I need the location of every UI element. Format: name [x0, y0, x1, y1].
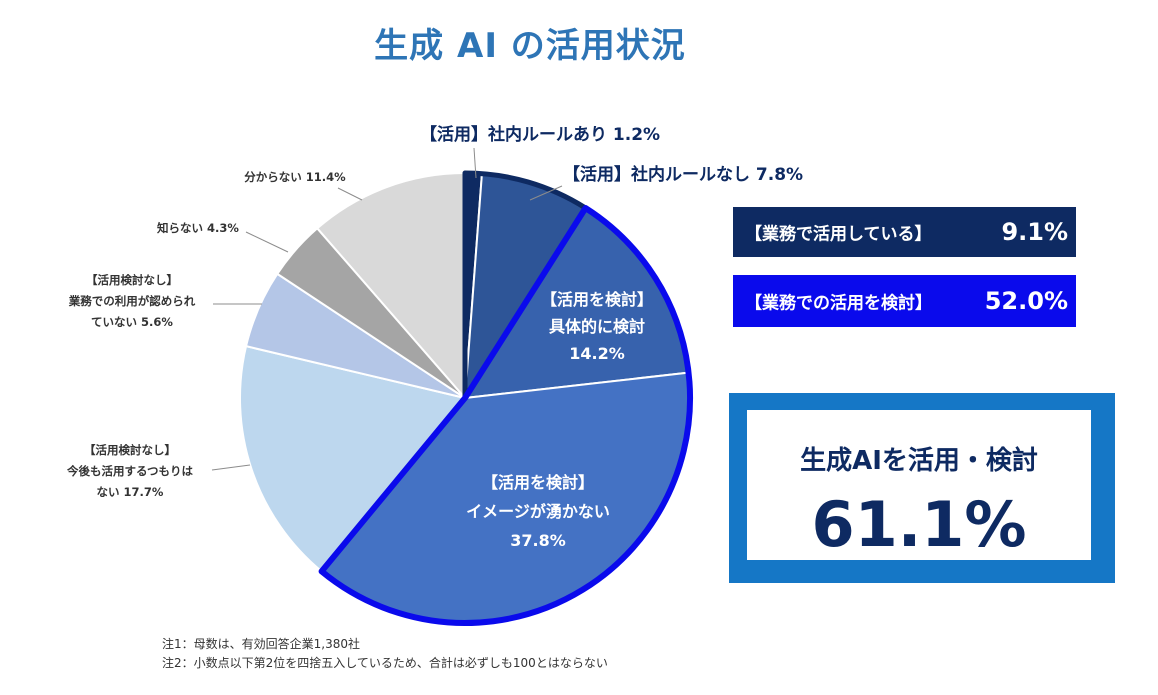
slice-label-3-line-1: イメージが湧かない: [466, 502, 610, 521]
slice-label-1: 【活用】社内ルールなし 7.8%: [563, 164, 803, 185]
slice-label-2-line-2: 14.2%: [569, 344, 625, 363]
slice-label-5-line-0: 【活用検討なし】: [86, 273, 178, 287]
slice-label-3-line-0: 【活用を検討】: [482, 473, 594, 492]
slice-label-1-line-0: 【活用】社内ルールなし 7.8%: [563, 164, 803, 185]
slice-label-7-line-0: 分からない 11.4%: [244, 170, 346, 184]
slice-label-6: 知らない 4.3%: [156, 221, 239, 235]
slice-label-0-line-0: 【活用】社内ルールあり 1.2%: [420, 124, 660, 145]
total-summary-inner: 生成AIを活用・検討 61.1%: [747, 410, 1091, 561]
slice-label-5-line-2: ていない 5.6%: [91, 315, 173, 329]
leader-line-0: [473, 147, 477, 179]
slice-label-6-line-0: 知らない 4.3%: [156, 221, 239, 235]
page-title: 生成 AI の活用状況: [374, 26, 686, 66]
footnotes: 注1：母数は、有効回答企業1,380社 注2：小数点以下第2位を四捨五入している…: [162, 635, 608, 673]
total-summary-value: 61.1%: [811, 488, 1027, 561]
leader-line-6: [245, 231, 289, 253]
considering-summary-box: 【業務での活用を検討】 52.0%: [733, 275, 1076, 327]
slice-label-2-line-0: 【活用を検討】: [541, 290, 653, 309]
slice-label-4-line-1: 今後も活用するつもりは: [66, 464, 194, 478]
footnote-2: 注2：小数点以下第2位を四捨五入しているため、合計は必ずしも100とはならない: [162, 656, 608, 670]
slice-label-4: 【活用検討なし】今後も活用するつもりはない 17.7%: [66, 443, 194, 499]
slice-label-4-line-2: ない 17.7%: [97, 485, 164, 499]
pie-slice-7: [315, 171, 466, 401]
using-summary-value: 9.1%: [1001, 218, 1068, 246]
highlight-outline-0: [462, 170, 589, 401]
slice-label-2: 【活用を検討】具体的に検討 14.2%: [541, 290, 653, 363]
slice-label-2-line-1: 具体的に検討: [549, 317, 645, 336]
highlight-outline-1: [318, 205, 693, 626]
considering-summary-value: 52.0%: [984, 287, 1068, 315]
total-summary-box: 生成AIを活用・検討 61.1%: [729, 393, 1115, 583]
leader-line-7: [337, 187, 363, 201]
slice-label-4-line-0: 【活用検討なし】: [84, 443, 176, 457]
slice-label-5-line-1: 業務での利用が認められ: [68, 294, 196, 308]
pie-slice-4: [239, 344, 467, 573]
slice-label-3-line-2: 37.8%: [510, 531, 566, 550]
using-summary-label: 【業務で活用している】: [745, 224, 932, 245]
leader-line-1: [529, 185, 563, 201]
leader-line-4: [211, 464, 251, 471]
using-summary-box: 【業務で活用している】 9.1%: [733, 207, 1076, 257]
total-summary-label: 生成AIを活用・検討: [800, 446, 1038, 476]
slice-label-0: 【活用】社内ルールあり 1.2%: [420, 124, 660, 145]
slice-label-7: 分からない 11.4%: [244, 170, 346, 184]
considering-summary-label: 【業務での活用を検討】: [745, 293, 932, 314]
slice-label-3: 【活用を検討】イメージが湧かない 37.8%: [466, 473, 610, 550]
slice-label-5: 【活用検討なし】業務での利用が認められていない 5.6%: [68, 273, 196, 329]
footnote-1: 注1：母数は、有効回答企業1,380社: [162, 637, 360, 651]
